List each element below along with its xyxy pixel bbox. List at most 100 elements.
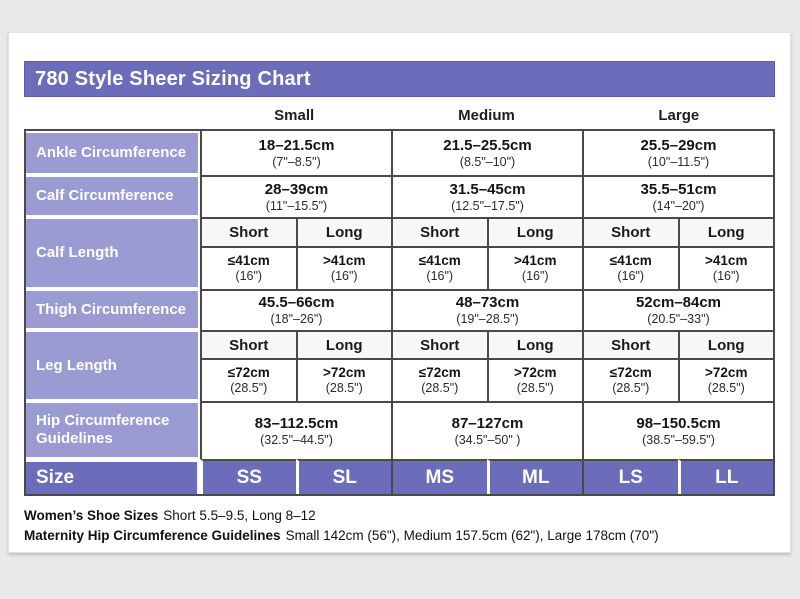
calf-circ-small-cell: 28–39cm (11"–15.5") xyxy=(200,175,391,217)
calf-length-cell-1: >41cm (16") xyxy=(295,246,391,289)
hip-small-cell: 83–112.5cm (32.5"–44.5") xyxy=(200,401,391,459)
calf-length-in-3: (16") xyxy=(521,269,549,284)
ankle-medium-in: (8.5"–10") xyxy=(459,154,516,169)
calf-circ-large-in: (14"–20") xyxy=(652,198,705,213)
calf-length-subheader-2: Short xyxy=(391,217,487,246)
leg-length-cell-5: >72cm (28.5") xyxy=(677,358,773,401)
leg-length-subheader-0: Short xyxy=(200,330,296,358)
calf-length-in-0: (16") xyxy=(235,269,263,284)
leg-length-in-5: (28.5") xyxy=(707,381,745,396)
hip-large-cell: 98–150.5cm (38.5"–59.5") xyxy=(582,401,773,459)
calf-circ-small-in: (11"–15.5") xyxy=(265,198,328,213)
hip-label-line1: Hip Circumference xyxy=(36,412,170,429)
calf-circ-medium-cell: 31.5–45cm (12.5"–17.5") xyxy=(391,175,582,217)
hip-label-line2: Guidelines xyxy=(36,430,113,447)
calf-length-in-4: (16") xyxy=(617,269,645,284)
size-cell-ss: SS xyxy=(200,459,296,494)
calf-length-in-2: (16") xyxy=(426,269,454,284)
hip-large-in: (38.5"–59.5") xyxy=(642,432,715,447)
label-column-spacer xyxy=(24,103,198,129)
hip-medium-cm: 87–127cm xyxy=(451,414,524,432)
footnote-shoe-sizes: Women’s Shoe Sizes Short 5.5–9.5, Long 8–… xyxy=(24,506,775,526)
chart-title: 780 Style Sheer Sizing Chart xyxy=(35,67,311,90)
row-label-ankle-circumference: Ankle Circumference xyxy=(26,131,200,175)
thigh-large-cell: 52cm–84cm (20.5"–33") xyxy=(582,289,773,330)
leg-length-cm-0: ≤72cm xyxy=(227,364,270,380)
calf-length-cm-4: ≤41cm xyxy=(609,252,652,268)
sizing-chart-card: 780 Style Sheer Sizing Chart Small Mediu… xyxy=(8,32,791,553)
size-cell-ll: LL xyxy=(677,459,773,494)
footnote-maternity-hip-text: Small 142cm (56"), Medium 157.5cm (62"),… xyxy=(285,527,659,543)
leg-length-cm-2: ≤72cm xyxy=(418,364,461,380)
footnote-maternity-hip-label: Maternity Hip Circumference Guidelines xyxy=(24,527,281,543)
row-label-size: Size xyxy=(26,459,200,494)
footnotes: Women’s Shoe Sizes Short 5.5–9.5, Long 8–… xyxy=(24,506,775,545)
ankle-large-cell: 25.5–29cm (10"–11.5") xyxy=(582,131,773,175)
calf-length-cm-3: >41cm xyxy=(514,252,557,268)
leg-length-in-4: (28.5") xyxy=(612,381,650,396)
thigh-small-cm: 45.5–66cm xyxy=(258,294,335,311)
ankle-small-cell: 18–21.5cm (7"–8.5") xyxy=(200,131,391,175)
leg-length-cm-4: ≤72cm xyxy=(609,364,652,380)
row-label-leg-length: Leg Length xyxy=(26,330,200,401)
size-cell-ml: ML xyxy=(486,459,582,494)
hip-large-cm: 98–150.5cm xyxy=(636,414,721,432)
hip-medium-cell: 87–127cm (34.5"–50" ) xyxy=(391,401,582,459)
leg-length-cell-0: ≤72cm (28.5") xyxy=(200,358,296,401)
calf-length-cm-0: ≤41cm xyxy=(227,252,270,268)
calf-circ-medium-in: (12.5"–17.5") xyxy=(451,198,524,213)
row-label-calf-circumference: Calf Circumference xyxy=(26,175,200,217)
leg-length-cell-4: ≤72cm (28.5") xyxy=(582,358,678,401)
footnote-maternity-hip: Maternity Hip Circumference Guidelines Sm… xyxy=(24,526,775,546)
calf-length-cm-2: ≤41cm xyxy=(418,252,461,268)
size-cell-ms: MS xyxy=(391,459,487,494)
calf-circ-medium-cm: 31.5–45cm xyxy=(449,180,526,198)
leg-length-cell-3: >72cm (28.5") xyxy=(486,358,582,401)
leg-length-cm-1: >72cm xyxy=(323,364,366,380)
leg-length-subheader-2: Short xyxy=(391,330,487,358)
calf-length-cell-3: >41cm (16") xyxy=(486,246,582,289)
chart-title-bar: 780 Style Sheer Sizing Chart xyxy=(24,61,775,97)
ankle-medium-cell: 21.5–25.5cm (8.5"–10") xyxy=(391,131,582,175)
leg-length-cell-1: >72cm (28.5") xyxy=(295,358,391,401)
thigh-medium-in: (19"–28.5") xyxy=(456,312,519,326)
thigh-large-cm: 52cm–84cm xyxy=(635,294,722,311)
hip-small-cm: 83–112.5cm xyxy=(254,414,339,432)
footnote-shoe-sizes-label: Women’s Shoe Sizes xyxy=(24,508,159,523)
footnote-shoe-sizes-text: Short 5.5–9.5, Long 8–12 xyxy=(163,508,316,523)
leg-length-in-3: (28.5") xyxy=(516,381,554,396)
calf-length-cell-5: >41cm (16") xyxy=(677,246,773,289)
ankle-small-in: (7"–8.5") xyxy=(272,154,321,169)
size-cell-ls: LS xyxy=(582,459,678,494)
calf-length-cell-4: ≤41cm (16") xyxy=(582,246,678,289)
thigh-medium-cell: 48–73cm (19"–28.5") xyxy=(391,289,582,330)
ankle-medium-cm: 21.5–25.5cm xyxy=(443,136,532,154)
hip-small-in: (32.5"–44.5") xyxy=(260,432,333,447)
calf-length-cell-2: ≤41cm (16") xyxy=(391,246,487,289)
leg-length-in-0: (28.5") xyxy=(230,381,268,396)
row-label-hip-circumference-guidelines: Hip Circumference Guidelines xyxy=(26,401,200,459)
thigh-small-in: (18"–26") xyxy=(270,312,323,326)
column-header-medium: Medium xyxy=(458,107,515,124)
leg-length-cell-2: ≤72cm (28.5") xyxy=(391,358,487,401)
leg-length-cm-3: >72cm xyxy=(514,364,557,380)
leg-length-subheader-4: Short xyxy=(582,330,678,358)
calf-length-subheader-0: Short xyxy=(200,217,296,246)
hip-medium-in: (34.5"–50" ) xyxy=(454,432,521,447)
leg-length-in-2: (28.5") xyxy=(421,381,459,396)
sizing-table: Ankle Circumference 18–21.5cm (7"–8.5") … xyxy=(24,129,775,496)
thigh-large-in: (20.5"–33") xyxy=(647,312,710,326)
calf-length-cm-5: >41cm xyxy=(705,252,748,268)
calf-circ-large-cell: 35.5–51cm (14"–20") xyxy=(582,175,773,217)
calf-length-subheader-4: Short xyxy=(582,217,678,246)
calf-length-in-5: (16") xyxy=(712,269,740,284)
leg-length-cm-5: >72cm xyxy=(705,364,748,380)
calf-length-cm-1: >41cm xyxy=(323,252,366,268)
calf-length-subheader-3: Long xyxy=(486,217,582,246)
column-header-large: Large xyxy=(658,107,700,124)
calf-length-cell-0: ≤41cm (16") xyxy=(200,246,296,289)
leg-length-subheader-3: Long xyxy=(486,330,582,358)
calf-length-subheader-1: Long xyxy=(295,217,391,246)
thigh-small-cell: 45.5–66cm (18"–26") xyxy=(200,289,391,330)
row-label-thigh-circumference: Thigh Circumference xyxy=(26,289,200,330)
